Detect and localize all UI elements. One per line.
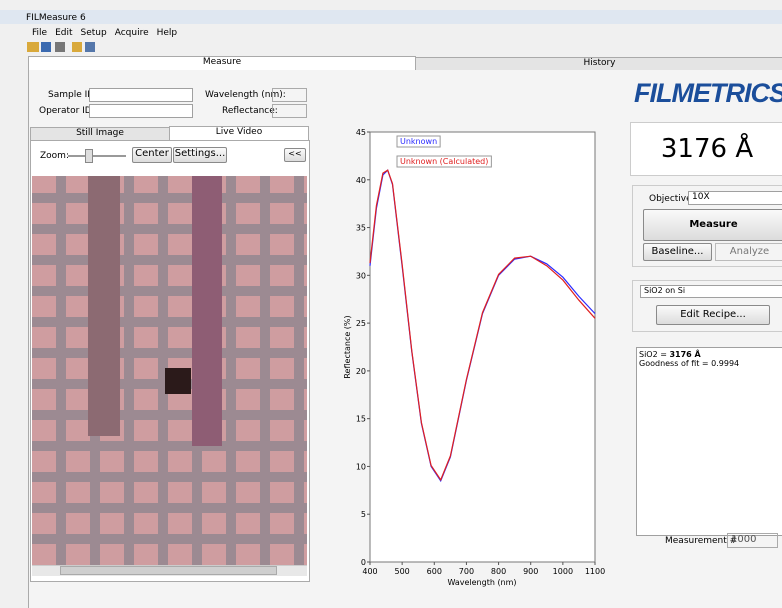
x-tick-label: 1100 [585, 567, 605, 576]
label: Zoom: [40, 151, 69, 161]
tab[interactable]: Still Image [30, 127, 170, 141]
menu-item[interactable]: Acquire [115, 28, 149, 38]
x-tick-label: 600 [427, 567, 442, 576]
zoom-slider[interactable] [68, 155, 126, 157]
measure-button[interactable]: Measure [643, 209, 782, 241]
readout [272, 88, 307, 102]
window-title: FILMeasure 6 [26, 13, 86, 23]
toolbar[interactable] [27, 42, 97, 52]
label: Reflectance: [222, 106, 278, 116]
chart: Reflectance (%) Wavelength (nm) 0 5 10 15 20… [330, 120, 610, 600]
scroll-thumb[interactable] [60, 566, 277, 575]
x-tick-label: 700 [459, 567, 474, 576]
tab[interactable]: History [415, 57, 782, 71]
thickness-display: 3176 Å [630, 122, 782, 176]
measurement-number: 1000 [727, 533, 778, 548]
logo: FILMETRICS [634, 78, 782, 109]
y-tick-label: 45 [356, 128, 366, 137]
button[interactable]: Settings... [173, 147, 227, 163]
result-value: 3176 Å [669, 350, 700, 359]
menu-item[interactable]: Edit [55, 28, 72, 38]
button[interactable]: Analyze [715, 243, 782, 261]
button[interactable]: Edit Recipe... [656, 305, 770, 325]
image-feature [165, 368, 191, 394]
menu-item[interactable]: File [32, 28, 47, 38]
image-feature [192, 176, 222, 446]
title-bar [0, 10, 782, 24]
recipe-field[interactable]: SiO2 on Si [640, 285, 782, 298]
menu-item[interactable]: Help [157, 28, 178, 38]
legend-label: Unknown [400, 137, 437, 146]
x-tick-label: 500 [395, 567, 410, 576]
y-tick-label: 25 [356, 319, 366, 328]
legend-label: Unknown (Calculated) [400, 157, 488, 166]
menu-bar: File Edit Setup Acquire Help [32, 28, 177, 38]
y-tick-label: 15 [356, 415, 366, 424]
x-tick-label: 800 [491, 567, 506, 576]
text-input[interactable] [89, 104, 193, 118]
y-tick-label: 5 [361, 510, 366, 519]
x-tick-label: 1000 [553, 567, 573, 576]
result-text: Goodness of fit = 0.9994 [639, 359, 739, 368]
tab[interactable]: Live Video [169, 126, 309, 141]
result-text: SiO2 = [639, 350, 669, 359]
label: Operator ID: [39, 106, 95, 116]
y-tick-label: 10 [356, 462, 366, 471]
x-tick-label: 400 [362, 567, 377, 576]
y-tick-label: 30 [356, 271, 366, 280]
y-tick-label: 40 [356, 176, 366, 185]
tab[interactable]: Measure [28, 56, 416, 70]
app-window: FILMeasure 6 File Edit Setup Acquire Help Me… [0, 0, 782, 608]
image-feature [88, 176, 120, 436]
dropdown[interactable]: 10X [688, 191, 782, 205]
plot-area [370, 132, 595, 562]
x-axis-label: Wavelength (nm) [447, 578, 516, 587]
y-tick-label: 20 [356, 367, 366, 376]
menu-item[interactable]: Setup [81, 28, 107, 38]
button[interactable]: Center [132, 147, 172, 163]
y-axis-label: Reflectance (%) [343, 315, 352, 378]
text-input[interactable] [89, 88, 193, 102]
slider-thumb[interactable] [85, 149, 93, 163]
collapse-button[interactable]: << [284, 148, 306, 162]
readout [272, 104, 307, 118]
button[interactable]: Baseline... [643, 243, 712, 261]
y-tick-label: 0 [361, 558, 366, 567]
x-tick-label: 900 [523, 567, 538, 576]
y-tick-label: 35 [356, 224, 366, 233]
